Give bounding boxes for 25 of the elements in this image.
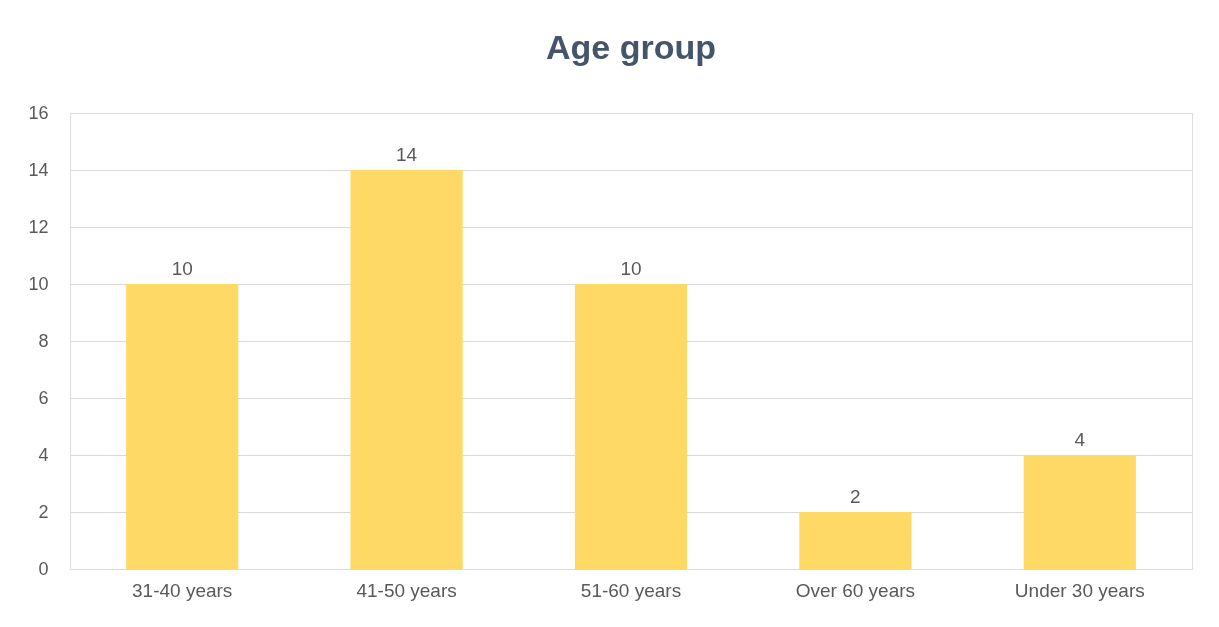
y-tick-label: 4 — [38, 444, 49, 465]
bar — [1023, 455, 1136, 569]
x-tick-label: 31-40 years — [132, 579, 233, 601]
chart-title: Age group — [546, 28, 716, 66]
y-tick-label: 10 — [28, 273, 49, 294]
x-tick-label: Over 60 years — [795, 579, 916, 601]
y-tick-label: 8 — [38, 330, 49, 351]
y-tick-label: 16 — [28, 102, 49, 123]
y-tick-label: 0 — [38, 558, 49, 579]
bar — [799, 512, 912, 569]
x-tick-label: 41-50 years — [356, 579, 457, 601]
data-label: 14 — [396, 144, 418, 165]
bar — [574, 284, 688, 569]
data-label: 10 — [171, 258, 193, 279]
x-tick-label: Under 30 years — [1014, 579, 1145, 601]
y-tick-label: 12 — [28, 216, 49, 237]
y-tick-label: 14 — [28, 159, 49, 180]
x-tick-label: 51-60 years — [580, 579, 682, 601]
bar — [126, 284, 239, 569]
data-label: 2 — [850, 486, 861, 507]
data-label: 4 — [1074, 429, 1086, 450]
y-tick-label: 2 — [38, 501, 49, 522]
data-label: 10 — [620, 258, 642, 279]
bar — [350, 170, 463, 569]
y-tick-label: 6 — [38, 387, 49, 408]
